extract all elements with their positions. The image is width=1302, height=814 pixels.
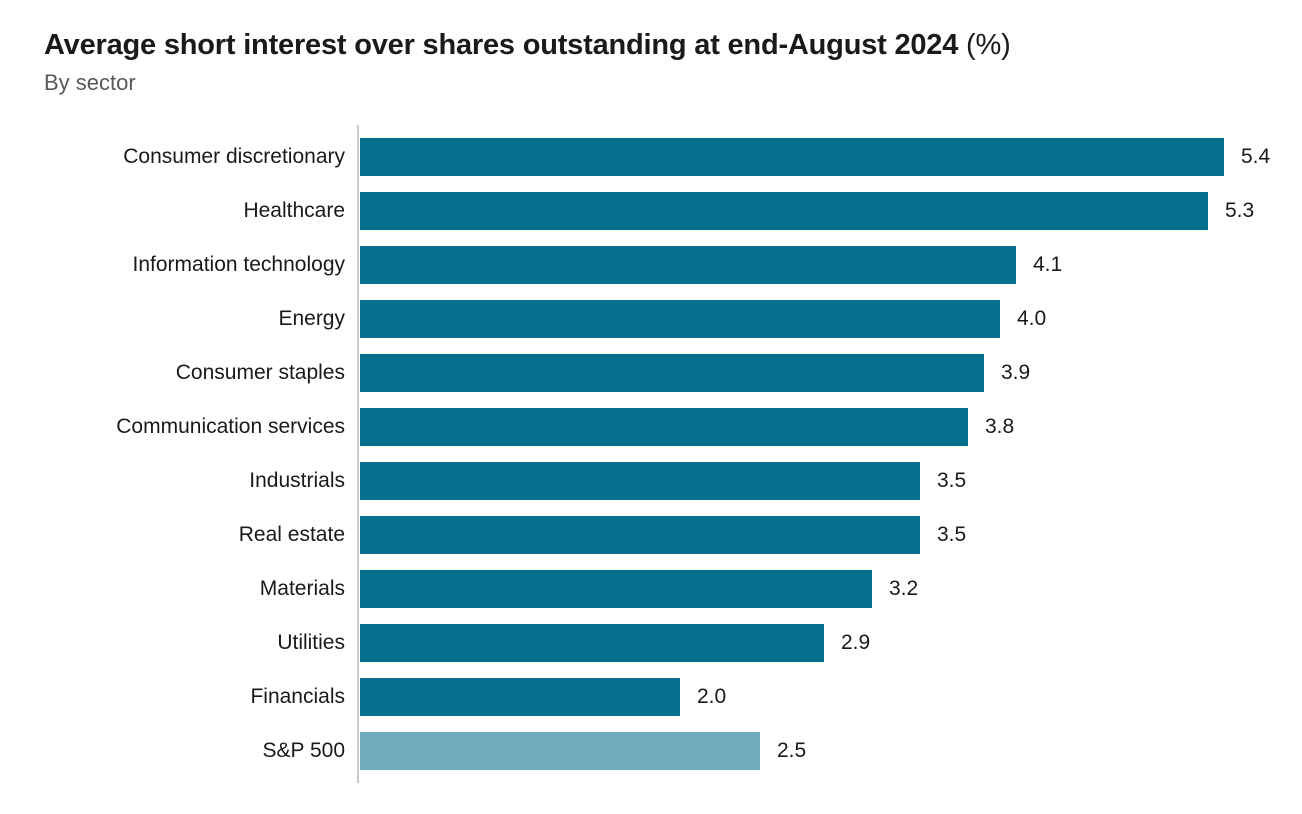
category-label: Consumer discretionary: [123, 144, 345, 168]
category-label: Real estate: [238, 522, 345, 546]
value-label: 5.3: [1225, 198, 1255, 222]
bar-area: 3.5: [360, 515, 967, 554]
category-label: Financials: [250, 684, 345, 708]
bar-row: Industrials 3.5: [44, 454, 1272, 508]
bar: [360, 353, 984, 392]
bar-row: Utilities 2.9: [44, 616, 1272, 670]
bar: [360, 137, 1224, 176]
bar-row: Information technology 4.1: [44, 238, 1272, 292]
chart-title-unit: (%): [958, 29, 1011, 61]
category-label: Communication services: [116, 414, 345, 438]
bar-row: Real estate 3.5: [44, 508, 1272, 562]
bar-row: Communication services 3.8: [44, 400, 1272, 454]
bar: [360, 245, 1016, 284]
bar-area: 3.2: [360, 569, 919, 608]
bar-area: 4.0: [360, 299, 1047, 338]
bar-row: Materials 3.2: [44, 562, 1272, 616]
value-label: 2.5: [777, 738, 807, 762]
category-label: Consumer staples: [175, 360, 345, 384]
category-label: Energy: [278, 306, 345, 330]
value-label: 3.5: [937, 468, 967, 492]
bar: [360, 515, 920, 554]
chart-title-main: Average short interest over shares outst…: [44, 29, 959, 61]
chart-title: Average short interest over shares outst…: [44, 28, 1272, 63]
value-label: 4.0: [1017, 306, 1047, 330]
bar-area: 5.4: [360, 137, 1271, 176]
bar-area: 3.5: [360, 461, 967, 500]
bar-row: S&P 500 2.5: [44, 724, 1272, 778]
value-label: 3.8: [985, 414, 1015, 438]
bar-area: 4.1: [360, 245, 1063, 284]
bar-area: 5.3: [360, 191, 1255, 230]
bar-row: Consumer discretionary 5.4: [44, 130, 1272, 184]
category-label: Healthcare: [243, 198, 345, 222]
value-label: 2.0: [697, 684, 727, 708]
bar-area: 3.8: [360, 407, 1015, 446]
bar: [360, 731, 760, 770]
value-label: 3.9: [1001, 360, 1031, 384]
bar: [360, 461, 920, 500]
y-axis-line: [357, 124, 359, 783]
value-label: 3.2: [889, 576, 919, 600]
value-label: 4.1: [1033, 252, 1063, 276]
value-label: 2.9: [841, 630, 871, 654]
category-label: Utilities: [277, 630, 345, 654]
bar-area: 2.0: [360, 677, 727, 716]
bar: [360, 677, 680, 716]
bar-row: Energy 4.0: [44, 292, 1272, 346]
value-label: 3.5: [937, 522, 967, 546]
bar-area: 2.9: [360, 623, 871, 662]
bar: [360, 407, 968, 446]
bar: [360, 191, 1208, 230]
bar: [360, 623, 824, 662]
bar-area: 3.9: [360, 353, 1031, 392]
category-label: Information technology: [132, 252, 345, 276]
bar-area: 2.5: [360, 731, 807, 770]
value-label: 5.4: [1241, 144, 1271, 168]
bar-row: Consumer staples 3.9: [44, 346, 1272, 400]
bar-rows: Consumer discretionary 5.4 Healthcare 5.…: [44, 130, 1272, 778]
bar: [360, 299, 1000, 338]
category-label: Materials: [259, 576, 345, 600]
category-label: Industrials: [249, 468, 345, 492]
chart-subtitle: By sector: [44, 69, 136, 95]
bar: [360, 569, 872, 608]
category-label: S&P 500: [262, 738, 345, 762]
bar-row: Financials 2.0: [44, 670, 1272, 724]
bar-chart: Consumer discretionary 5.4 Healthcare 5.…: [44, 124, 1272, 783]
bar-row: Healthcare 5.3: [44, 184, 1272, 238]
